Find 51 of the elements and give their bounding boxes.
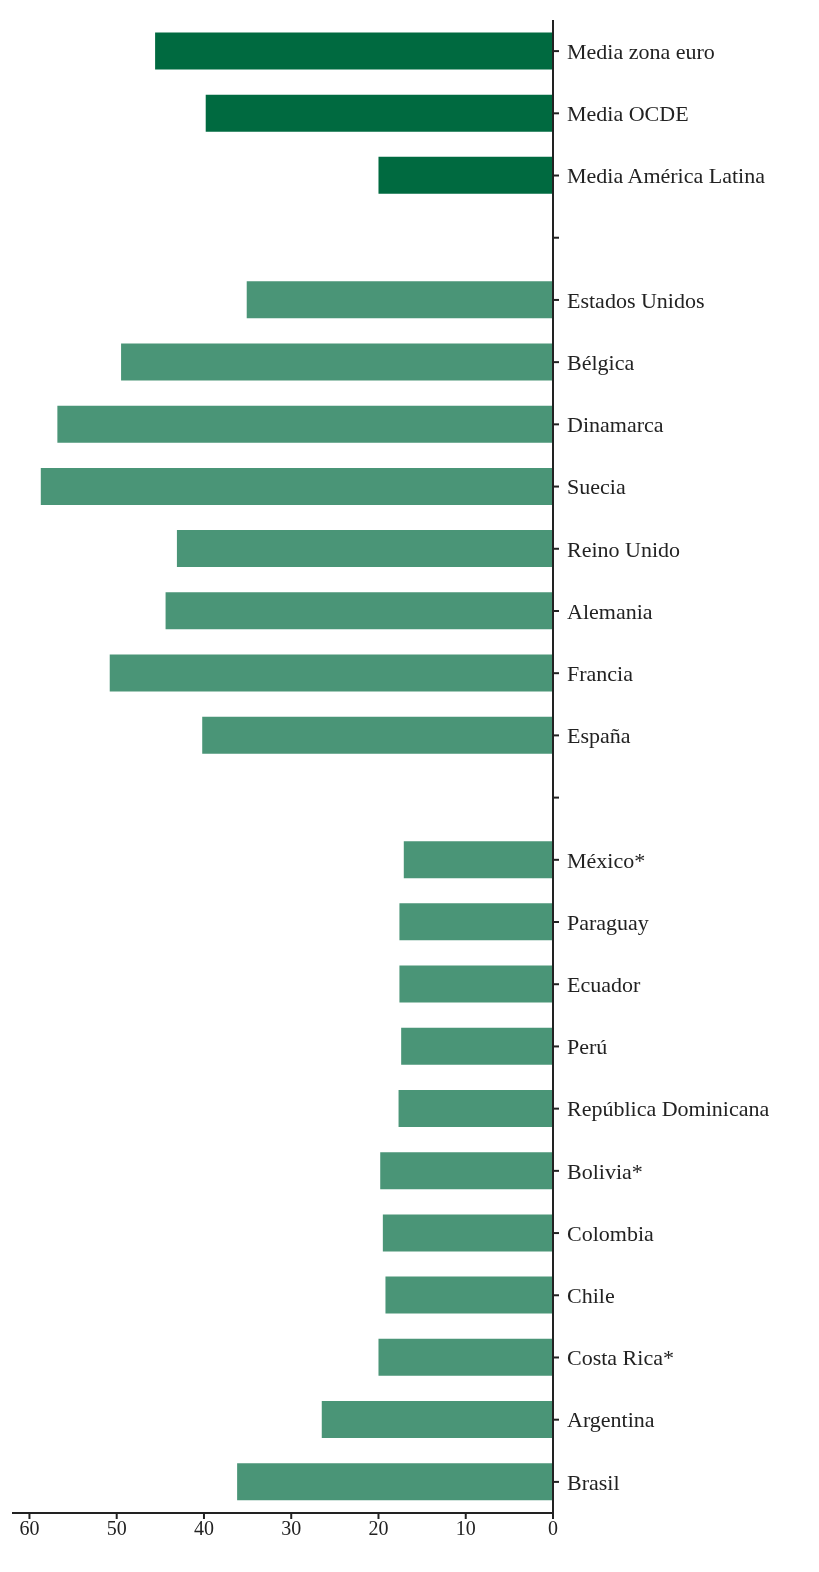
y-tick-label: Estados Unidos bbox=[567, 287, 705, 313]
y-tick-label: Reino Unido bbox=[567, 536, 681, 562]
x-tick-label: 60 bbox=[19, 1517, 40, 1540]
bar bbox=[202, 716, 553, 754]
bar bbox=[176, 530, 553, 568]
bar bbox=[109, 654, 553, 692]
bar bbox=[403, 841, 553, 879]
y-tick-label: Dinamarca bbox=[567, 412, 664, 438]
bar bbox=[380, 1152, 553, 1190]
y-tick-label: Costa Rica* bbox=[567, 1345, 674, 1371]
bar bbox=[237, 1463, 553, 1501]
bar bbox=[40, 467, 553, 505]
y-tick-label: Colombia bbox=[567, 1220, 655, 1246]
bar bbox=[398, 1089, 553, 1127]
bar bbox=[378, 1338, 553, 1376]
bar bbox=[399, 903, 553, 941]
x-tick-label: 30 bbox=[281, 1517, 302, 1540]
bar bbox=[399, 965, 553, 1003]
y-tick-label: Alemania bbox=[567, 598, 653, 624]
bar bbox=[378, 156, 553, 194]
y-tick-label: España bbox=[567, 723, 631, 749]
y-tick-label: Bolivia* bbox=[567, 1158, 643, 1184]
y-tick-label: México* bbox=[567, 847, 646, 873]
bar bbox=[165, 592, 553, 630]
bar bbox=[155, 32, 553, 70]
y-tick-label: Argentina bbox=[567, 1407, 655, 1433]
bar bbox=[321, 1401, 553, 1439]
y-tick-label: Suecia bbox=[567, 474, 626, 500]
bar bbox=[385, 1276, 553, 1314]
y-tick-label: Media América Latina bbox=[567, 163, 766, 189]
y-tick-label: Media OCDE bbox=[567, 101, 689, 127]
bar bbox=[121, 343, 553, 381]
bar bbox=[401, 1027, 553, 1065]
x-tick-label: 40 bbox=[193, 1517, 214, 1540]
bar bbox=[246, 281, 553, 319]
x-tick-label: 50 bbox=[106, 1517, 127, 1540]
y-tick-label: Perú bbox=[567, 1034, 608, 1060]
bar bbox=[382, 1214, 553, 1252]
y-tick-label: Brasil bbox=[567, 1469, 620, 1495]
x-tick-label: 20 bbox=[368, 1517, 389, 1540]
bar bbox=[57, 405, 553, 443]
bar bbox=[205, 94, 553, 132]
y-tick-label: Ecuador bbox=[567, 972, 641, 998]
y-tick-label: Bélgica bbox=[567, 349, 635, 375]
x-tick-label: 0 bbox=[548, 1517, 558, 1540]
y-tick-label: Francia bbox=[567, 661, 634, 686]
y-tick-label: República Dominicana bbox=[567, 1096, 770, 1122]
x-tick-label: 10 bbox=[455, 1517, 476, 1540]
y-tick-label: Chile bbox=[567, 1283, 615, 1309]
y-tick-label: Paraguay bbox=[567, 909, 649, 935]
y-tick-label: Media zona euro bbox=[567, 38, 715, 64]
